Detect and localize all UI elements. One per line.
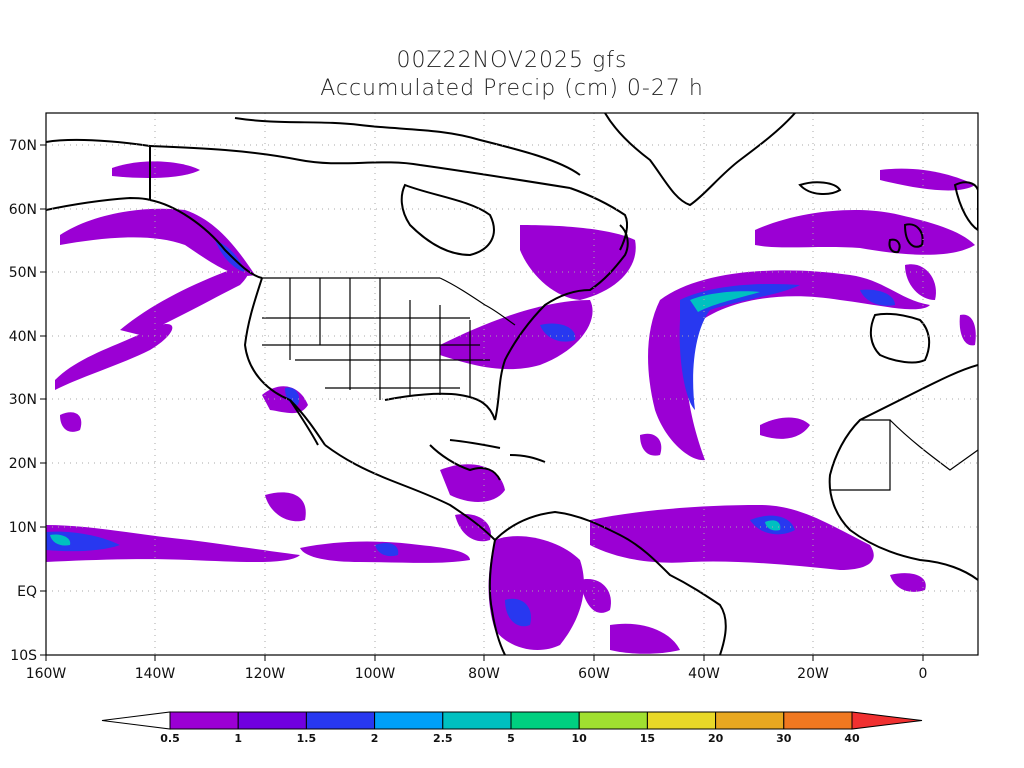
colorbar-box [169,711,239,730]
colorbar-label: 2 [371,732,379,745]
lat-tick-label: 50N [9,265,37,281]
political-borders [262,277,978,491]
lon-tick-label: 80W [468,666,500,682]
lon-tick-label: 100W [355,666,396,682]
colorbar-label: 15 [640,732,655,745]
colorbar-label: 10 [572,732,588,745]
colorbar-box [305,711,376,730]
colorbar-box [374,711,444,730]
colorbar-arrow-high [851,711,923,730]
colorbar-box [715,711,785,730]
colorbar-box [442,711,512,730]
lon-tick-label: 140W [135,666,176,682]
colorbar-label: 40 [844,732,860,745]
lon-tick-label: 60W [578,666,610,682]
graticule [46,113,978,655]
plot-frame [45,112,979,656]
colorbar: 0.5 1 1.5 2 2.5 5 10 15 20 30 40 [101,711,923,745]
colorbar-label: 2.5 [433,732,453,745]
colorbar-box [646,711,717,730]
map-title-line1: 00Z22NOV2025 gfs [396,48,628,73]
lon-tick-label: 160W [26,666,67,682]
map-title-line2: Accumulated Precip (cm) 0-27 h [320,76,704,101]
colorbar-label: 5 [507,732,515,745]
lon-tick-label: 120W [245,666,286,682]
precip-fields [46,161,976,654]
colorbar-box [237,711,307,730]
lon-tick-label: 40W [688,666,720,682]
lon-tick-label: 0 [919,666,928,682]
precip-fields-heavy [46,240,895,627]
lat-tick-label: 40N [9,329,37,345]
colorbar-label: 1 [234,732,242,745]
lat-tick-label: 10S [10,648,37,664]
colorbar-box [510,711,580,730]
lat-tick-label: 70N [9,138,37,154]
lat-tick-label: EQ [17,584,37,600]
lat-tick-label: 20N [9,456,37,472]
longitude-axis: 160W 140W 120W 100W 80W 60W 40W 20W 0 [26,655,928,682]
lat-tick-label: 60N [9,202,37,218]
lon-tick-label: 20W [797,666,829,682]
latitude-axis: 70N 60N 50N 40N 30N 20N 10N EQ 10S [9,138,46,664]
colorbar-box [783,711,853,730]
lat-tick-label: 30N [9,392,37,408]
colorbar-box [578,711,648,730]
colorbar-label: 1.5 [297,732,317,745]
colorbar-arrow-low [101,711,171,730]
lat-tick-label: 10N [9,520,37,536]
colorbar-label: 0.5 [160,732,180,745]
colorbar-label: 20 [708,732,724,745]
coastlines [46,113,978,655]
colorbar-label: 30 [776,732,792,745]
